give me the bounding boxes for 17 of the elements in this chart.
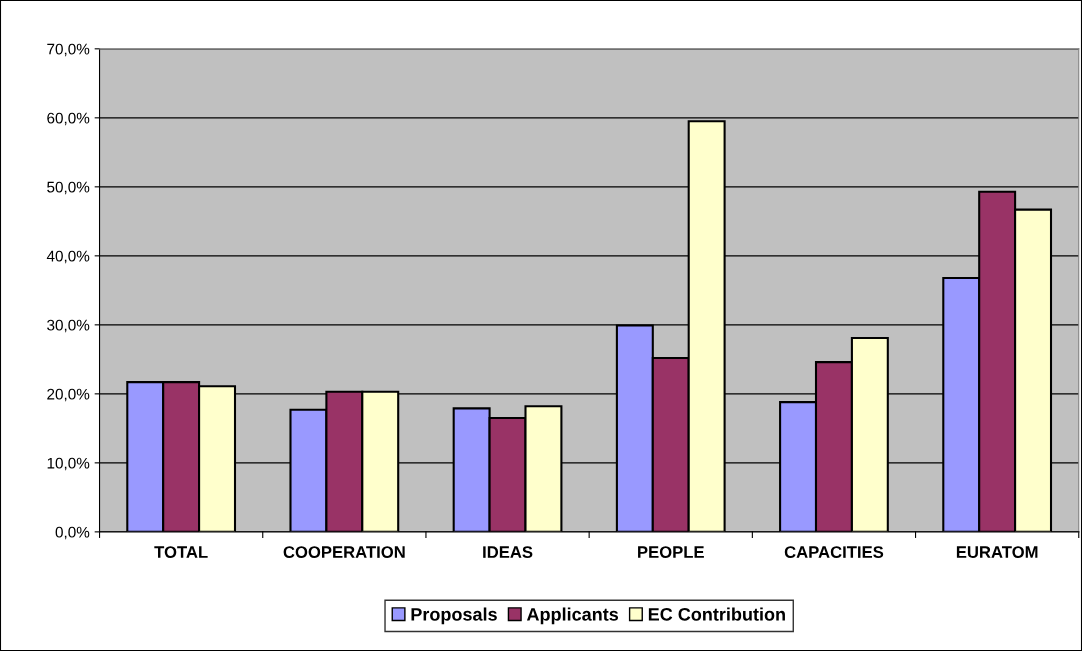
y-tick-label: 10,0% [47,457,90,471]
x-tick-label: COOPERATION [283,546,405,558]
y-tick-label: 0,0% [55,526,90,540]
y-tick-label: 60,0% [47,112,90,126]
legend-label: EC Contribution [648,607,785,621]
x-tick-label: TOTAL [154,546,208,558]
x-tick-label: IDEAS [483,546,533,558]
y-tick-label: 40,0% [46,250,90,264]
y-tick-label: 50,0% [47,181,90,195]
x-tick-label: EURATOM [956,546,1038,558]
y-tick-label: 30,0% [47,319,90,333]
y-tick-label: 70,0% [47,43,90,57]
x-tick-label: CAPACITIES [784,546,884,558]
x-tick-label: PEOPLE [638,546,704,558]
legend-label: Proposals [411,607,497,625]
y-tick-label: 20,0% [47,388,90,402]
legend-label: Applicants [526,607,619,625]
